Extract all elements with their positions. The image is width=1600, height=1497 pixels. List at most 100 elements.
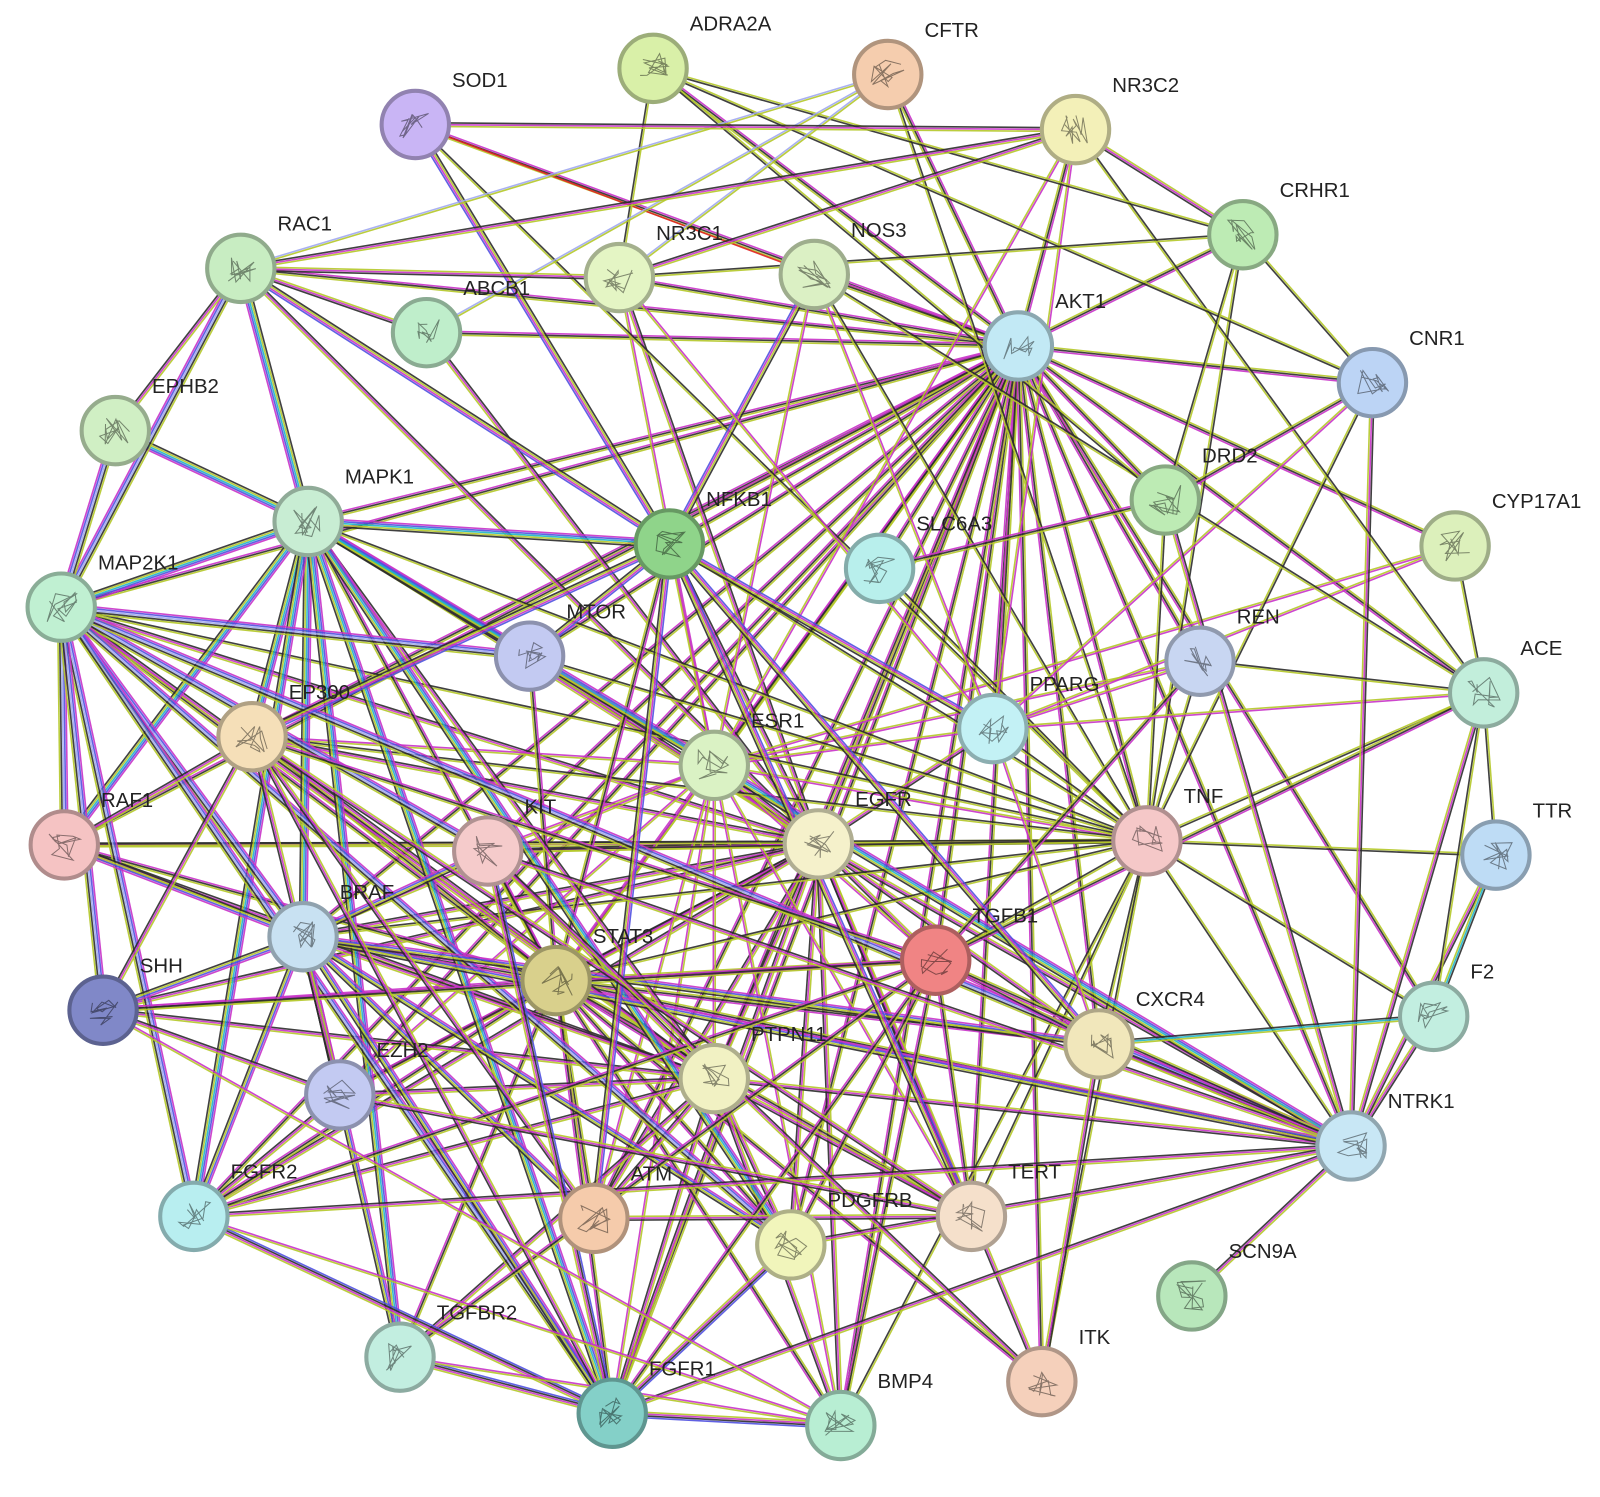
node-circle[interactable] — [1447, 657, 1520, 729]
node-circle[interactable] — [205, 232, 277, 305]
node-circle[interactable] — [272, 485, 344, 558]
node-shh[interactable]: SHH — [67, 955, 183, 1046]
node-map2k1[interactable]: MAP2K1 — [25, 552, 179, 643]
edge-evidence-line — [308, 516, 670, 542]
node-fgfr1[interactable]: FGFR1 — [576, 1359, 716, 1450]
node-label: ITK — [1079, 1327, 1111, 1349]
edge-TNF-MAP2K1 — [60, 605, 1148, 843]
edge-evidence-line — [195, 937, 307, 1218]
node-circle[interactable] — [1207, 199, 1279, 271]
node-circle[interactable] — [1419, 510, 1491, 582]
node-circle[interactable] — [1336, 346, 1409, 419]
protein-structure-icon — [655, 530, 686, 558]
node-cxcr4[interactable]: CXCR4 — [1063, 989, 1205, 1080]
node-tnf[interactable]: TNF — [1111, 786, 1223, 877]
node-circle[interactable] — [678, 1042, 750, 1115]
node-ren[interactable]: REN — [1164, 606, 1280, 697]
protein-structure-icon — [824, 1409, 857, 1436]
node-scn9a[interactable]: SCN9A — [1156, 1241, 1297, 1332]
node-circle[interactable] — [583, 241, 656, 314]
edge-evidence-line — [556, 840, 1148, 983]
edge-ESR1-PTPN11 — [712, 765, 717, 1079]
edge-evidence-line — [398, 1076, 714, 1357]
edge-evidence-line — [714, 765, 843, 1426]
node-bmp4[interactable]: BMP4 — [805, 1371, 933, 1462]
edge-evidence-line — [879, 501, 1166, 571]
node-adra2a[interactable]: ADRA2A — [617, 14, 772, 105]
node-raf1[interactable]: RAF1 — [28, 790, 154, 881]
node-circle[interactable] — [28, 809, 100, 881]
node-kit[interactable]: KIT — [452, 796, 556, 887]
node-atm[interactable]: ATM — [558, 1164, 672, 1255]
node-cnr1[interactable]: CNR1 — [1336, 328, 1465, 419]
node-circle[interactable] — [558, 1182, 630, 1255]
node-akt1[interactable]: AKT1 — [982, 291, 1106, 382]
node-circle[interactable] — [304, 1059, 376, 1131]
node-nfkb1[interactable]: NFKB1 — [633, 489, 772, 580]
edge-evidence-line — [713, 345, 1020, 1079]
node-ezh2[interactable]: EZH2 — [304, 1040, 429, 1131]
edge-evidence-line — [667, 545, 992, 732]
edge-evidence-line — [1018, 345, 1456, 547]
node-label: ACE — [1520, 638, 1562, 660]
edge-evidence-line — [936, 693, 1485, 963]
node-pparg[interactable]: PPARG — [957, 674, 1099, 765]
edge-evidence-line — [667, 543, 715, 766]
edge-evidence-line — [241, 267, 311, 522]
node-circle[interactable] — [520, 944, 592, 1017]
node-label: TGFBR2 — [437, 1302, 517, 1324]
edge-PPARG-NR3C1 — [618, 276, 995, 730]
node-f2[interactable]: F2 — [1397, 962, 1494, 1053]
edge-evidence-line — [193, 959, 936, 1218]
node-tert[interactable]: TERT — [935, 1162, 1061, 1253]
node-abcb1[interactable]: ABCB1 — [390, 278, 530, 369]
node-esr1[interactable]: ESR1 — [678, 711, 805, 802]
edge-AKT1-NTRK1 — [1015, 344, 1354, 1147]
node-drd2[interactable]: DRD2 — [1129, 445, 1258, 536]
edge-evidence-line — [653, 66, 1374, 383]
node-circle[interactable] — [755, 1209, 827, 1281]
node-stat3[interactable]: STAT3 — [520, 926, 653, 1017]
node-circle[interactable] — [957, 692, 1029, 765]
node-nos3[interactable]: NOS3 — [778, 220, 907, 311]
node-cyp17a1[interactable]: CYP17A1 — [1419, 491, 1581, 582]
node-circle[interactable] — [67, 974, 139, 1046]
node-nr3c2[interactable]: NR3C2 — [1039, 75, 1179, 166]
node-ace[interactable]: ACE — [1447, 638, 1562, 729]
node-circle[interactable] — [1315, 1110, 1387, 1182]
node-nr3c1[interactable]: NR3C1 — [583, 223, 723, 314]
node-ep300[interactable]: EP300 — [216, 682, 350, 773]
edge-evidence-line — [613, 1246, 794, 1416]
node-circle[interactable] — [843, 532, 916, 605]
node-egfr[interactable]: EGFR — [782, 789, 912, 880]
node-circle[interactable] — [805, 1389, 877, 1462]
node-circle[interactable] — [678, 729, 750, 802]
node-mtor[interactable]: MTOR — [493, 601, 626, 692]
node-circle[interactable] — [452, 815, 524, 887]
node-ttr[interactable]: TTR — [1460, 800, 1572, 891]
node-circle[interactable] — [1111, 805, 1183, 877]
edge-evidence-line — [880, 346, 1021, 570]
node-tgfb1[interactable]: TGFB1 — [900, 905, 1038, 996]
node-tgfbr2[interactable]: TGFBR2 — [364, 1302, 517, 1393]
node-sod1[interactable]: SOD1 — [379, 70, 508, 161]
node-crhr1[interactable]: CRHR1 — [1207, 180, 1350, 271]
node-circle[interactable] — [1397, 980, 1470, 1053]
node-fgfr2[interactable]: FGFR2 — [158, 1162, 297, 1253]
node-mapk1[interactable]: MAPK1 — [272, 467, 414, 558]
node-circle[interactable] — [617, 32, 689, 105]
edge-evidence-line — [611, 959, 937, 1414]
node-pdgfrb[interactable]: PDGFRB — [755, 1190, 913, 1281]
node-ptpn11[interactable]: PTPN11 — [678, 1024, 827, 1115]
node-rac1[interactable]: RAC1 — [205, 214, 332, 305]
node-circle[interactable] — [1039, 93, 1112, 166]
node-circle[interactable] — [1063, 1008, 1135, 1080]
node-ephb2[interactable]: EPHB2 — [79, 376, 219, 467]
node-circle[interactable] — [379, 88, 452, 161]
node-cftr[interactable]: CFTR — [852, 20, 979, 111]
node-circle[interactable] — [982, 310, 1055, 382]
node-ntrk1[interactable]: NTRK1 — [1315, 1091, 1455, 1182]
node-braf[interactable]: BRAF — [267, 882, 394, 973]
node-itk[interactable]: ITK — [1006, 1327, 1111, 1418]
node-slc6a3[interactable]: SLC6A3 — [843, 514, 992, 605]
